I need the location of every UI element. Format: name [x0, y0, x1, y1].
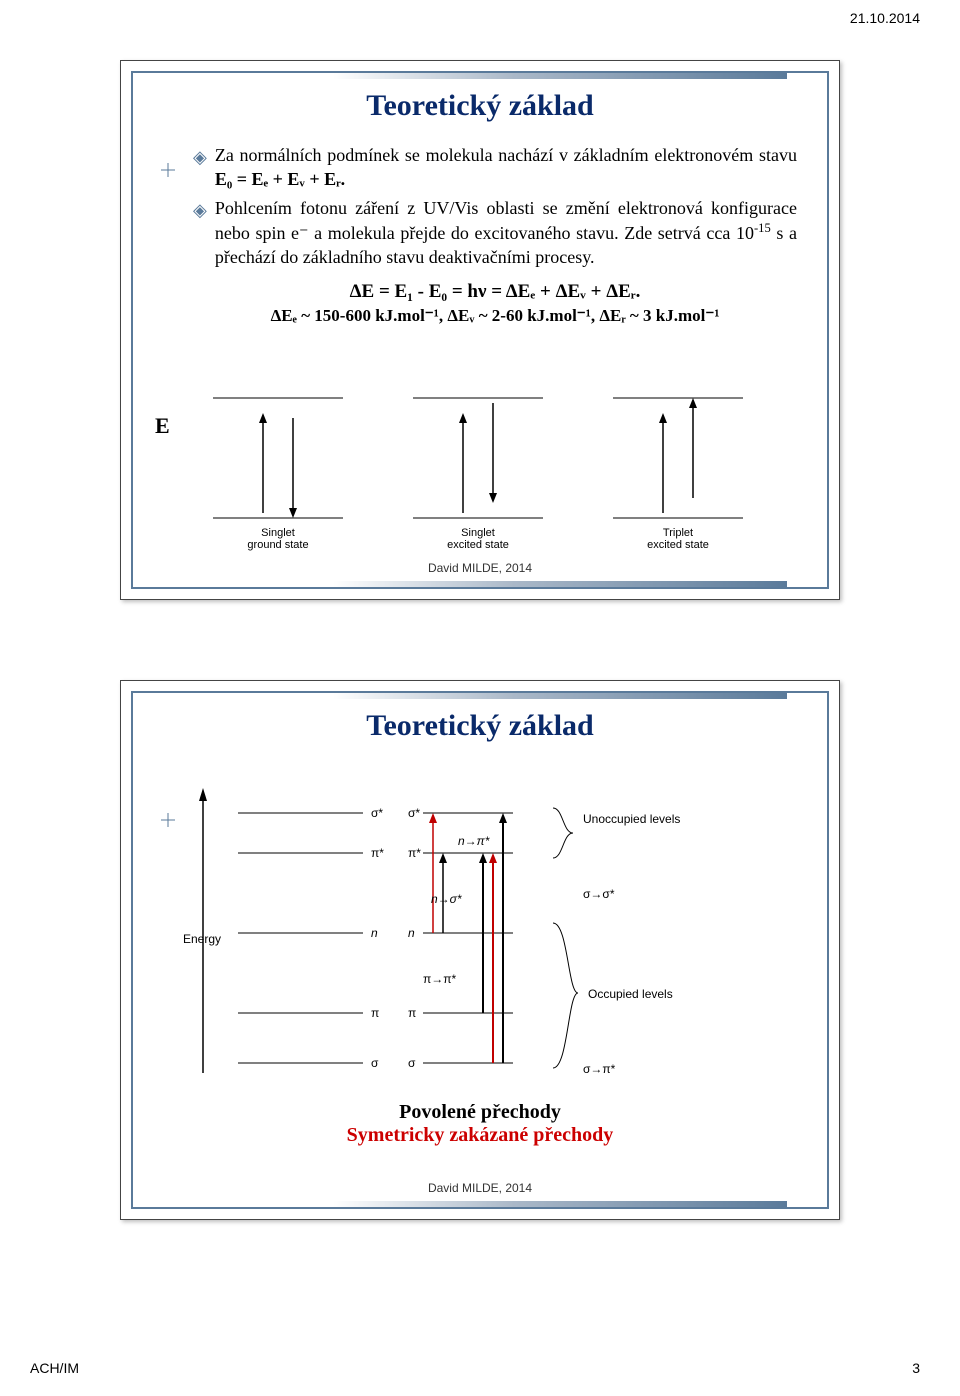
mid-pi-star: π*: [408, 846, 421, 860]
triplet-exc-label-1: Triplet: [663, 527, 693, 539]
slide-1-title: Teoretický základ: [133, 89, 827, 123]
singlet-ground-label-2: ground state: [247, 539, 308, 551]
slide-2-title: Teoretický základ: [133, 709, 827, 743]
slide-2-footer: David MILDE, 2014: [133, 1181, 827, 1195]
bullet-1-text: Za normálních podmínek se molekula nachá…: [215, 143, 797, 192]
mid-sigma: σ: [408, 1056, 416, 1070]
allowed-transitions-label: Povolené přechody: [133, 1101, 827, 1124]
slide-1-body: ◈ Za normálních podmínek se molekula nac…: [193, 143, 797, 328]
bullet-diamond-icon: ◈: [193, 145, 207, 196]
footer-left: ACH/IM: [30, 1360, 79, 1376]
sigma-pi-label: σ→π*: [583, 1062, 616, 1076]
singlet-ground-label-1: Singlet: [261, 527, 295, 539]
bullet-cross-icon: [161, 813, 175, 827]
label-n-pi: n→π*: [458, 834, 490, 848]
energy-axis-label: E: [155, 413, 170, 439]
bullet-cross-icon: [161, 163, 175, 177]
left-sigma-star: σ*: [371, 806, 383, 820]
equation-line-2: ΔEₑ ~ 150-600 kJ.mol⁻¹, ΔEᵥ ~ 2-60 kJ.mo…: [193, 305, 797, 328]
slide-1-footer: David MILDE, 2014: [133, 561, 827, 575]
occupied-label: Occupied levels: [588, 987, 673, 1001]
slide-2: Teoretický základ Energy σ* π*: [120, 680, 840, 1220]
page-date: 21.10.2014: [850, 10, 920, 26]
bullet-diamond-icon: ◈: [193, 198, 207, 274]
label-pi-pi: π→π*: [423, 972, 457, 986]
slide-2-subtitle: Povolené přechody Symetricky zakázané př…: [133, 1101, 827, 1147]
gradient-bar-bottom: [333, 581, 787, 587]
mid-sigma-star: σ*: [408, 806, 420, 820]
slide-2-inner: Teoretický základ Energy σ* π*: [131, 691, 829, 1209]
mid-n: n: [408, 926, 415, 940]
gradient-bar-top: [333, 73, 787, 79]
forbidden-transitions-label: Symetricky zakázané přechody: [133, 1124, 827, 1147]
bullet-2-text: Pohlcením fotonu záření z UV/Vis oblasti…: [215, 196, 797, 270]
left-n: n: [371, 926, 378, 940]
slide-1: Teoretický základ ◈ Za normálních podmín…: [120, 60, 840, 600]
energy-label: Energy: [183, 932, 221, 946]
left-pi: π: [371, 1006, 379, 1020]
left-pi-star: π*: [371, 846, 384, 860]
orbital-diagram: Energy σ* π* n π σ: [183, 773, 783, 1103]
energy-state-diagram: Singlet ground state Singlet excited sta…: [193, 388, 793, 558]
label-n-sigma: n→σ*: [431, 892, 462, 906]
sigma-sigma-label: σ→σ*: [583, 887, 615, 901]
singlet-exc-label-1: Singlet: [461, 527, 495, 539]
slide-1-inner: Teoretický základ ◈ Za normálních podmín…: [131, 71, 829, 589]
singlet-exc-label-2: excited state: [447, 539, 509, 551]
gradient-bar-top: [333, 693, 787, 699]
gradient-bar-bottom: [333, 1201, 787, 1207]
mid-pi: π: [408, 1006, 416, 1020]
unoccupied-label-1: Unoccupied levels: [583, 812, 680, 826]
triplet-exc-label-2: excited state: [647, 539, 709, 551]
footer-right: 3: [912, 1360, 920, 1376]
equation-line-1: ΔE = E₁ - E₀ = hν = ΔEₑ + ΔEᵥ + ΔEᵣ.: [193, 279, 797, 305]
left-sigma: σ: [371, 1056, 379, 1070]
